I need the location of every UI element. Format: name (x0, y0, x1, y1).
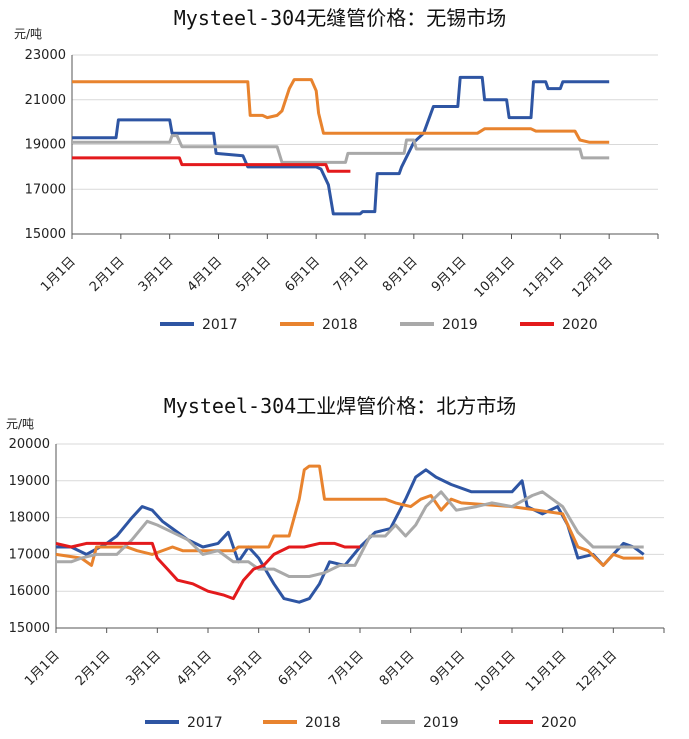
legend-label-2020: 2020 (541, 715, 577, 731)
series-line-2019 (72, 134, 610, 164)
series-line-2018 (55, 464, 644, 567)
y-tick-label: 17000 (25, 182, 66, 197)
chart-1-y-axis: 23000 21000 19000 17000 15000 (25, 48, 66, 242)
chart-1-legend: 2017 2018 2019 2020 (160, 317, 598, 333)
y-tick-label: 23000 (25, 48, 66, 63)
y-tick-label: 19000 (25, 138, 66, 153)
chart-1-title: Mysteel-304无缝管价格：无锡市场 (174, 6, 506, 30)
series-line-2018 (72, 78, 610, 144)
legend-label-2018: 2018 (322, 317, 358, 333)
legend-label-2019: 2019 (442, 317, 478, 333)
legend-label-2020: 2020 (562, 317, 598, 333)
chart-2-ylabel: 元/吨 (6, 417, 34, 431)
y-tick-label: 16000 (9, 584, 50, 599)
chart-1-ylabel: 元/吨 (14, 27, 42, 41)
y-tick-label: 20000 (9, 437, 50, 452)
y-tick-label: 15000 (9, 621, 50, 636)
legend-label-2017: 2017 (187, 715, 223, 731)
series-line-2019 (56, 490, 644, 578)
y-tick-label: 17000 (9, 547, 50, 562)
legend-label-2019: 2019 (423, 715, 459, 731)
legend-label-2017: 2017 (202, 317, 238, 333)
series-line-2020 (55, 541, 360, 601)
y-tick-label: 15000 (25, 227, 66, 242)
chart-1-series (72, 75, 610, 216)
legend-label-2018: 2018 (305, 715, 341, 731)
series-line-2020 (72, 156, 351, 173)
y-tick-label: 18000 (9, 511, 50, 526)
y-tick-label: 21000 (25, 93, 66, 108)
chart-2-y-axis: 20000 19000 18000 17000 16000 15000 (9, 437, 50, 636)
chart-2-title: Mysteel-304工业焊管价格：北方市场 (164, 394, 516, 418)
chart-2-series (55, 464, 645, 604)
chart-2-legend: 2017 2018 2019 2020 (145, 715, 577, 731)
y-tick-label: 19000 (9, 474, 50, 489)
